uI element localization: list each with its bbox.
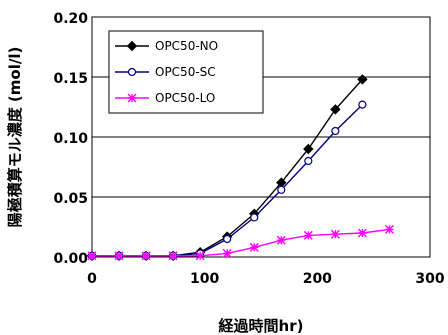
x-tick-label: 100 xyxy=(190,271,219,287)
data-point xyxy=(303,143,314,155)
x-tick-label: 0 xyxy=(87,271,97,287)
x-axis-ticks: 0 100 200 300 xyxy=(87,271,445,287)
series-layer xyxy=(86,74,394,262)
legend-label: OPC50-SC xyxy=(155,65,216,79)
y-tick-label: 0.00 xyxy=(53,251,88,267)
x-tick-label: 200 xyxy=(303,271,332,287)
data-point xyxy=(277,185,286,194)
legend-label: OPC50-NO xyxy=(155,39,218,53)
y-axis-label: 陽極積算モル濃度 (mol/l) xyxy=(6,47,24,228)
y-tick-label: 0.15 xyxy=(53,71,88,87)
data-point xyxy=(249,242,259,252)
legend-label: OPC50-LO xyxy=(155,91,215,105)
data-point xyxy=(141,251,151,261)
data-point xyxy=(276,235,286,245)
data-point xyxy=(168,251,178,261)
y-tick-label: 0.05 xyxy=(53,191,88,207)
data-point xyxy=(250,213,259,222)
data-point xyxy=(330,104,341,115)
y-tick-label: 0.20 xyxy=(53,11,88,27)
x-tick-label: 300 xyxy=(415,271,444,287)
data-point xyxy=(358,100,367,109)
data-point xyxy=(303,230,313,240)
data-point xyxy=(357,228,367,238)
data-point xyxy=(195,251,205,261)
data-point xyxy=(384,224,394,234)
x-axis-label: 経過時間hr) xyxy=(219,317,304,335)
series-line xyxy=(92,228,390,257)
data-point xyxy=(330,229,340,239)
legend-swatch-marker xyxy=(126,40,138,52)
data-point xyxy=(222,248,232,258)
data-point xyxy=(304,156,313,166)
data-point xyxy=(114,251,124,261)
data-point xyxy=(223,234,232,244)
y-tick-label: 0.10 xyxy=(53,131,88,147)
y-axis-ticks: 0.00 0.05 0.10 0.15 0.20 xyxy=(53,11,88,267)
data-point xyxy=(87,251,97,261)
legend-swatch-marker xyxy=(127,93,137,103)
data-point xyxy=(331,126,340,136)
legend-swatch-marker xyxy=(127,67,137,77)
data-point xyxy=(357,74,368,85)
series-opc50-lo xyxy=(87,224,394,261)
legend: OPC50-NO OPC50-SC OPC50-LO xyxy=(108,30,264,114)
